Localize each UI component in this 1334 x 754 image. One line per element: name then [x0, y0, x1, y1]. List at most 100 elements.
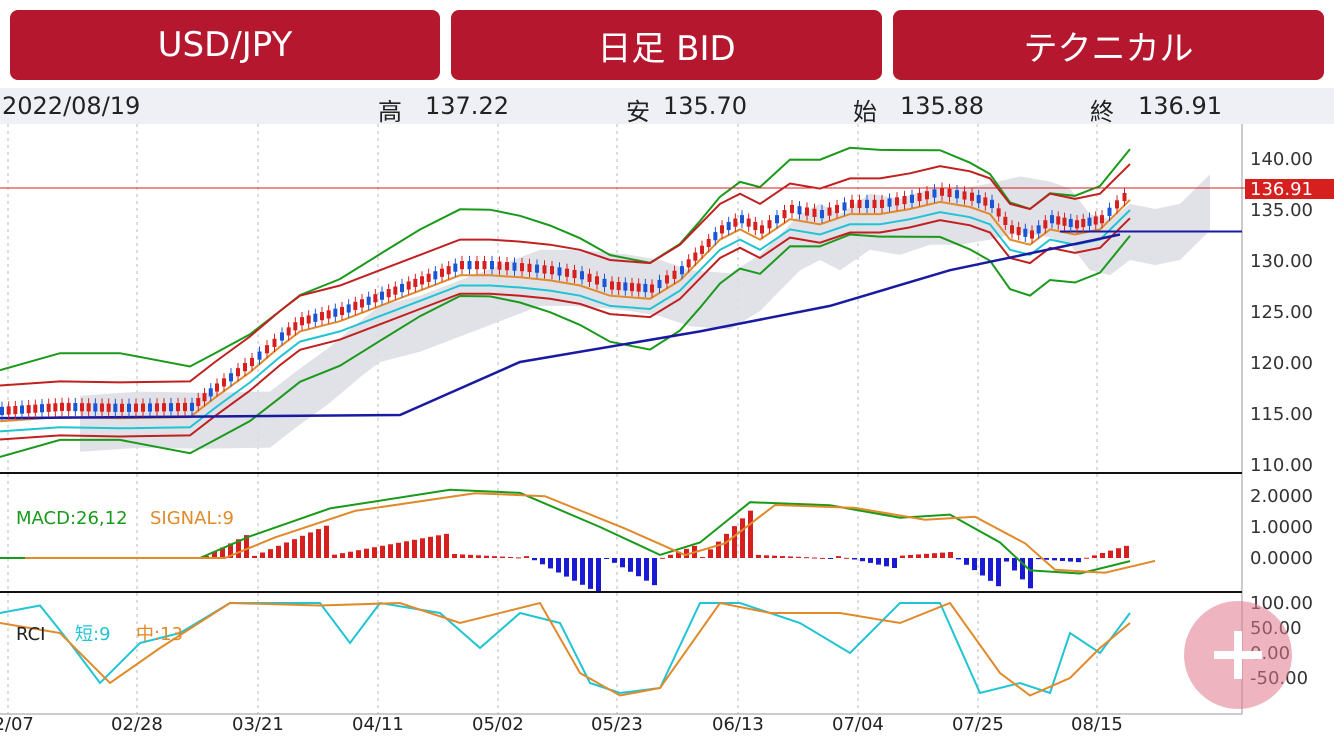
macd-histogram-bar — [820, 557, 825, 559]
candle-body — [587, 273, 592, 282]
macd-histogram-bar — [500, 556, 505, 558]
low-value: 135.70 — [663, 92, 747, 120]
macd-histogram-bar — [1092, 555, 1097, 558]
candle-body — [955, 190, 959, 199]
macd-histogram-bar — [484, 555, 489, 558]
technical-chart[interactable]: 136.91 140.00 135.00 130.00 125.00 120.00 115… — [0, 124, 1334, 750]
candle-body — [672, 270, 677, 279]
technical-button[interactable]: テクニカル — [893, 10, 1324, 80]
close-value: 136.91 — [1138, 92, 1222, 120]
macd-histogram-bar — [548, 558, 553, 569]
macd-histogram-bar — [604, 558, 609, 559]
macd-histogram-bar — [444, 533, 449, 558]
candle-body — [162, 403, 166, 412]
candle-body — [1030, 230, 1034, 239]
candle-body — [932, 189, 937, 198]
low-label: 安 — [626, 98, 650, 126]
macd-histogram-bar — [868, 558, 873, 563]
candle-body — [616, 281, 621, 291]
macd-histogram-bar — [828, 558, 833, 559]
candle-body — [925, 191, 929, 200]
candle-body — [176, 403, 180, 412]
macd-y-tick-label: 0.0000 — [1250, 548, 1313, 569]
candle-body — [505, 262, 509, 271]
main-y-tick-label: 130.00 — [1250, 251, 1313, 272]
macd-y-tick-label: 1.0000 — [1250, 517, 1313, 538]
macd-histogram-bar — [884, 558, 889, 567]
macd-histogram-bar — [316, 529, 321, 558]
x-tick-label: 02/28 — [111, 714, 163, 735]
candle-body — [66, 402, 71, 412]
candle-body — [433, 271, 438, 280]
candle-body — [265, 345, 269, 354]
macd-histogram-bar — [412, 539, 417, 558]
candlesticks — [0, 182, 1127, 421]
indicator-lines — [0, 146, 1242, 458]
candle-body — [155, 403, 159, 412]
candle-body — [46, 403, 51, 412]
macd-histogram-bar — [772, 555, 777, 558]
candle-body — [827, 207, 832, 216]
candle-body — [713, 232, 718, 241]
macd-histogram-bar — [300, 535, 305, 558]
x-tick-label: 07/04 — [832, 714, 884, 735]
candle-body — [565, 268, 569, 277]
candle-body — [236, 368, 240, 377]
candle-body — [386, 289, 391, 298]
macd-histogram-bar — [228, 543, 233, 558]
candle-body — [286, 327, 291, 336]
candle-body — [733, 218, 738, 227]
candle-body — [1062, 217, 1067, 226]
macd-histogram-bar — [668, 554, 673, 558]
candle-body — [1075, 220, 1079, 229]
rci-short-label: 短:9 — [75, 624, 111, 645]
grid — [0, 124, 1243, 715]
candle-body — [512, 262, 517, 271]
period-button[interactable]: 日足 BID — [451, 10, 882, 80]
candle-body — [490, 261, 494, 270]
candle-body — [835, 204, 839, 214]
candle-body — [482, 261, 487, 270]
candle-body — [272, 338, 277, 347]
add-button[interactable] — [1184, 601, 1292, 709]
candle-body — [53, 403, 58, 412]
candle-body — [446, 266, 451, 275]
candle-body — [572, 269, 577, 279]
candle-body — [250, 357, 254, 367]
candle-body — [26, 405, 31, 414]
macd-histogram-bar — [852, 558, 857, 560]
candle-body — [1036, 225, 1041, 234]
moving-average-line — [0, 209, 1131, 433]
macd-histogram-bar — [556, 558, 561, 573]
candle-body — [720, 225, 724, 234]
ichimoku-base-line — [0, 233, 1121, 420]
macd-histogram-bar — [404, 541, 409, 558]
candle-body — [910, 194, 914, 203]
candle-body — [940, 187, 944, 196]
candle-body — [767, 220, 772, 229]
rci-short-line — [0, 601, 1131, 695]
macd-histogram-bar — [940, 552, 945, 558]
candle-body — [40, 404, 44, 413]
macd-histogram-bar — [220, 547, 225, 558]
macd-histogram-bar — [804, 557, 809, 559]
macd-histogram-bar — [900, 555, 905, 558]
candle-body — [557, 267, 562, 276]
candle-body — [340, 306, 344, 316]
macd-histogram-bar — [812, 557, 817, 559]
macd-histogram-bar — [964, 558, 969, 565]
candle-body — [413, 278, 418, 288]
candle-body — [366, 296, 371, 305]
candle-body — [872, 199, 877, 208]
candle-body — [650, 284, 654, 293]
candle-body — [313, 313, 318, 322]
candle-body — [380, 291, 384, 300]
currency-pair-button[interactable]: USD/JPY — [10, 10, 440, 80]
chart-area[interactable]: 136.91 140.00 135.00 130.00 125.00 120.00 115… — [0, 124, 1334, 750]
candle-body — [880, 199, 884, 208]
candle-body — [726, 221, 731, 231]
macd-histogram-bar — [340, 553, 345, 558]
x-tick-label: 05/02 — [472, 714, 524, 735]
macd-histogram-bar — [1076, 558, 1081, 563]
macd-histogram-bar — [364, 548, 369, 558]
